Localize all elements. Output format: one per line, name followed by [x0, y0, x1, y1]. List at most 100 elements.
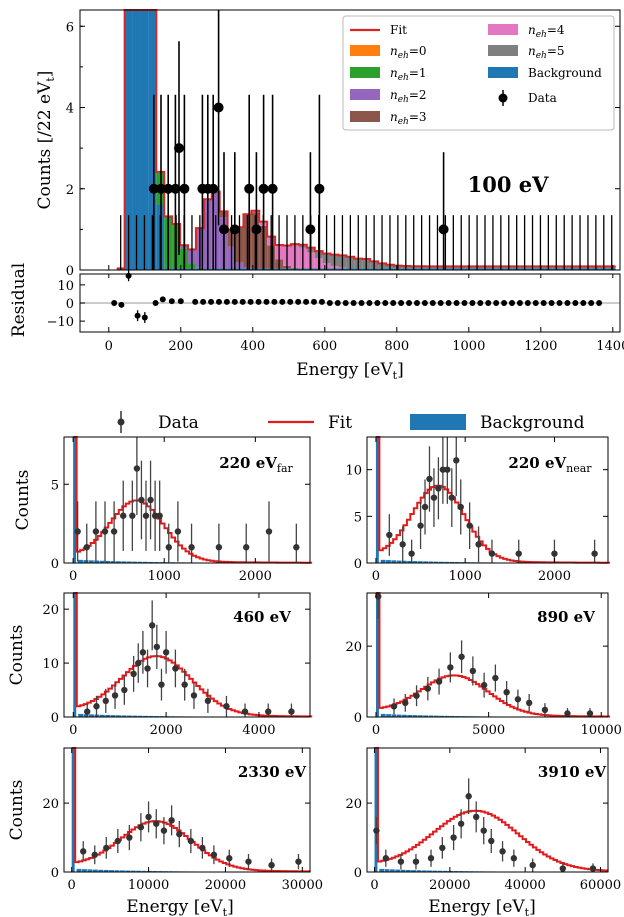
data-point — [510, 855, 518, 862]
x-tick-label: 60000 — [580, 878, 621, 893]
legend-neh4-swatch — [488, 24, 518, 35]
background-tail-bar — [423, 561, 428, 563]
y-tick-label: 20 — [42, 603, 59, 618]
residual-point — [509, 300, 515, 306]
background-tail-bar — [428, 715, 434, 717]
data-point — [251, 224, 262, 235]
data-point — [541, 706, 549, 714]
data-point — [373, 827, 380, 834]
x-tick-label: 1200 — [524, 339, 557, 354]
background-tail-bar — [400, 869, 406, 872]
residual-point — [192, 298, 199, 305]
x-tick-label: 800 — [384, 339, 409, 354]
x-tick-label: 2000 — [150, 723, 183, 738]
y-tick-label: 6 — [66, 20, 74, 35]
background-tail-bar — [449, 715, 455, 717]
data-point — [258, 183, 269, 194]
bottom-legend-background-swatch — [410, 414, 466, 430]
data-point — [156, 512, 163, 519]
x-tick-label: 20000 — [205, 878, 246, 893]
x-tick-label: 0 — [372, 723, 380, 738]
residual-point — [247, 298, 254, 305]
background-tail-bar — [444, 715, 450, 717]
data-point — [417, 522, 424, 529]
data-point — [488, 837, 495, 845]
top-legend: Fit neh=0 neh=1 neh=2 neh=3 neh=4 neh=5 … — [342, 15, 615, 131]
background-tail-bar — [427, 870, 432, 872]
residual-point — [303, 298, 310, 305]
background-tail-bar — [99, 714, 105, 717]
background-tail-bar — [83, 560, 89, 563]
data-point — [210, 851, 218, 858]
legend-box — [342, 15, 615, 131]
x-tick-label: 40000 — [504, 878, 545, 893]
data-point — [382, 855, 390, 862]
background-tail-bar — [83, 714, 89, 717]
residual-point — [326, 300, 333, 306]
data-point — [84, 708, 91, 715]
data-point — [168, 817, 175, 824]
data-point — [188, 544, 195, 551]
background-tail-bar — [132, 715, 138, 717]
data-point — [421, 503, 429, 511]
background-tail-bar — [396, 714, 402, 717]
y-tick-label: 20 — [42, 797, 59, 812]
background-tail-bar — [412, 715, 418, 717]
residual-point — [398, 300, 405, 306]
data-point — [111, 692, 119, 699]
background-tail-bar — [82, 869, 87, 872]
residual-y-tick-label: 0 — [66, 297, 74, 312]
residual-point — [215, 298, 222, 305]
data-point — [121, 686, 128, 694]
x-tick-label: 1400 — [596, 339, 624, 354]
data-point — [514, 696, 522, 703]
data-point — [229, 224, 240, 235]
background-tail-bar — [391, 714, 397, 717]
data-point — [390, 703, 398, 710]
background-tail-bar — [110, 715, 116, 717]
panel-2330-title: 2330 eV — [238, 763, 307, 781]
residual-point — [485, 300, 492, 306]
data-point — [208, 183, 219, 194]
residual-point — [548, 300, 555, 306]
x-tick-label: 600 — [312, 339, 337, 354]
data-point — [170, 183, 181, 194]
background-tail-bar — [146, 870, 152, 872]
data-point — [172, 665, 179, 672]
data-point — [492, 674, 499, 682]
panel-1: 0 5 0 1000 2000 — [51, 436, 313, 584]
data-point — [199, 844, 206, 852]
background-tail-bar — [444, 561, 450, 563]
residual-point — [311, 298, 317, 305]
data-point — [515, 550, 522, 557]
residual-point — [532, 300, 539, 306]
residual-point — [208, 298, 215, 305]
data-point — [245, 858, 252, 865]
background-bar — [375, 437, 379, 563]
background-tail-bar — [380, 713, 386, 717]
background-tail-bar — [115, 561, 121, 563]
data-point — [265, 708, 272, 715]
background-tail-bar — [105, 714, 111, 717]
panel-frame — [366, 592, 609, 718]
data-point — [288, 708, 295, 715]
data-point — [139, 649, 147, 656]
data-point — [179, 183, 190, 194]
panel-4: 0 20 0 5000 10000 — [345, 592, 622, 738]
y-tick-label: 0 — [354, 866, 362, 881]
top-y-axis-label: Counts [/22 eVt] — [35, 71, 57, 210]
residual-point — [429, 300, 436, 306]
background-tail-bar — [405, 869, 411, 872]
data-point — [413, 692, 420, 699]
panel-3910-x-label: Energy [eVt] — [428, 897, 535, 917]
legend-neh3-label: neh=3 — [390, 110, 427, 127]
residual-point — [287, 298, 294, 305]
residual-point — [263, 298, 270, 305]
data-point — [120, 512, 127, 519]
data-point — [435, 678, 443, 685]
data-point — [551, 550, 558, 557]
background-tail-bar — [88, 560, 94, 563]
legend-background-label: Background — [528, 66, 602, 80]
